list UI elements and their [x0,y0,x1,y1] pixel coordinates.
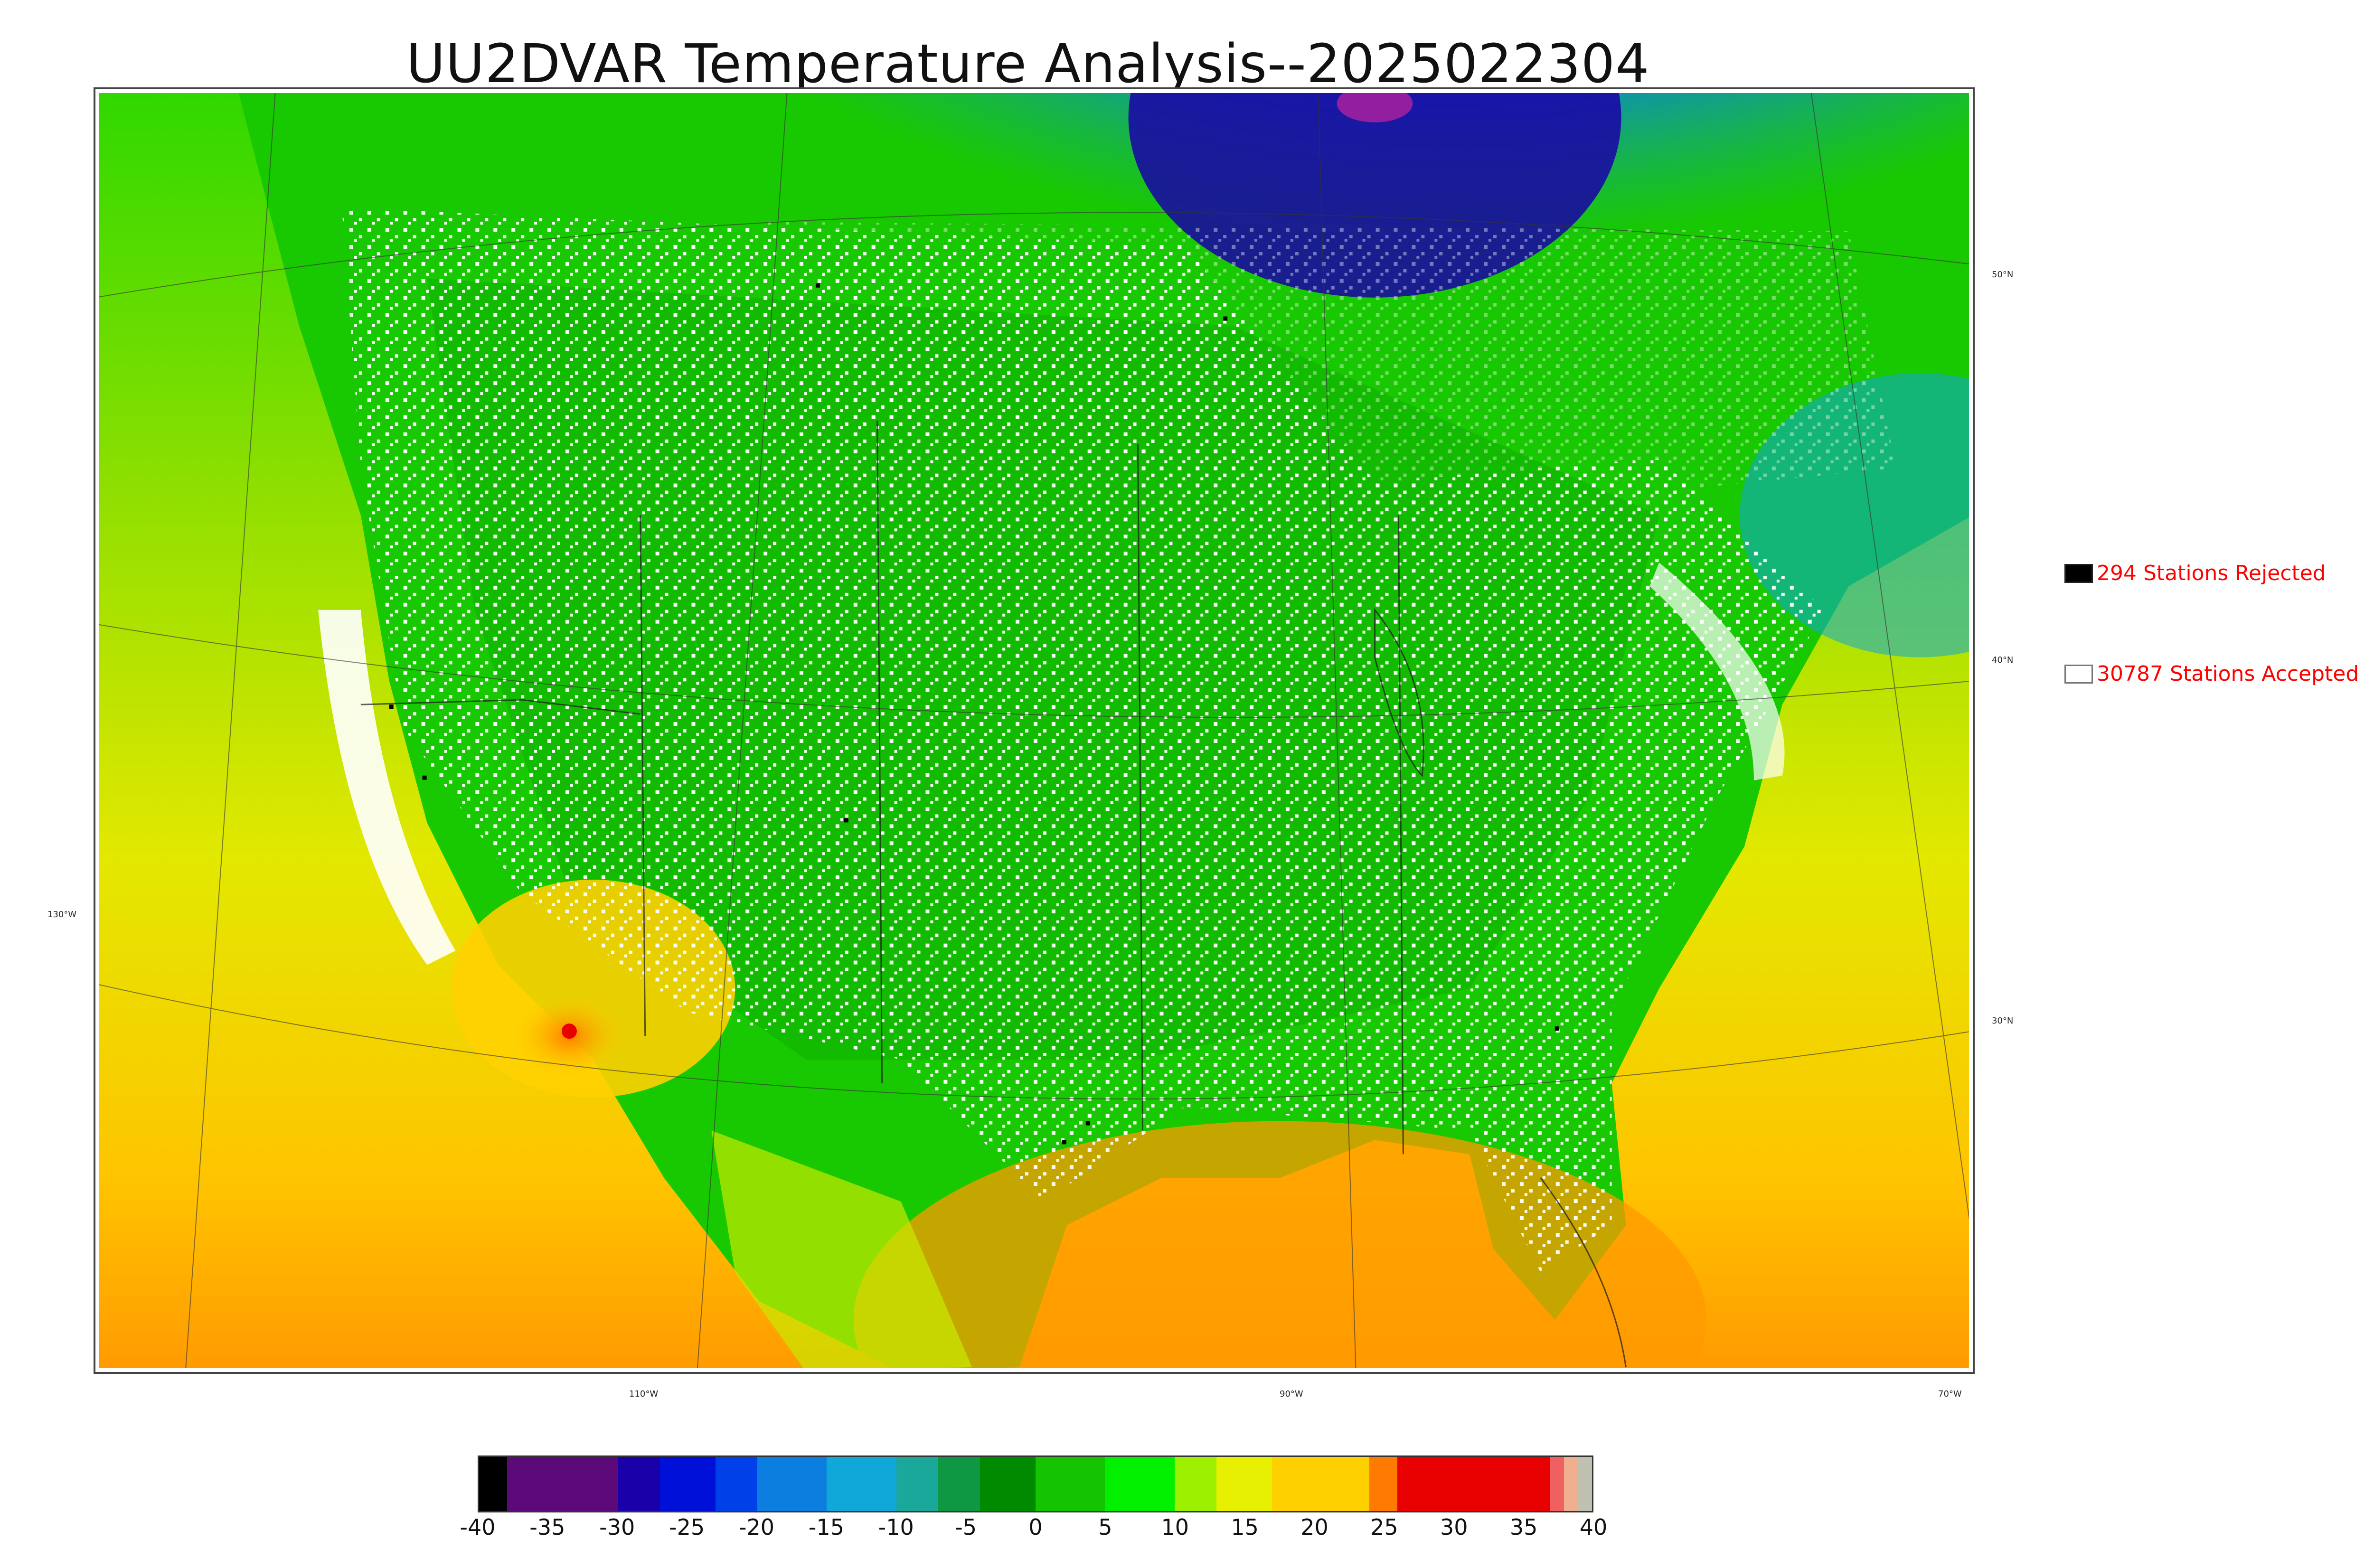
colorbar-segment-3 [659,1457,716,1511]
legend-accepted-swatch [2064,664,2093,684]
colorbar-segment-13 [1216,1457,1272,1511]
colorbar-segment-1 [507,1457,618,1511]
colorbar-segment-8 [938,1457,980,1511]
colorbar-tick-label: -30 [599,1514,635,1540]
colorbar-segment-0 [479,1457,507,1511]
lon-label-130w: 130°W [47,910,77,920]
colorbar-tick-label: -20 [738,1514,775,1540]
colorbar-segment-19 [1578,1457,1592,1511]
colorbar-segment-15 [1369,1457,1397,1511]
page-title: UU2DVAR Temperature Analysis--2025022304 [406,33,1650,95]
colorbar-segment-18 [1564,1457,1578,1511]
lon-label-110w: 110°W [629,1389,659,1399]
colorbar-segment-12 [1174,1457,1216,1511]
colorbar-segment-9 [980,1457,1036,1511]
colorbar-tick-label: -15 [808,1514,844,1540]
colorbar-tick-label: -40 [460,1514,496,1540]
legend-accepted: 30787 Stations Accepted [2064,662,2359,686]
legend-rejected: 294 Stations Rejected [2064,561,2326,585]
colorbar-segment-6 [827,1457,896,1511]
colorbar-tick-label: 20 [1300,1514,1328,1540]
legend-rejected-swatch [2064,563,2093,583]
temperature-colorbar [478,1455,1593,1512]
lat-label-30n: 30°N [1992,1016,2014,1026]
colorbar-segment-14 [1272,1457,1370,1511]
colorbar-segment-5 [757,1457,827,1511]
temperature-map[interactable] [94,87,1975,1374]
lon-label-70w: 70°W [1938,1389,1962,1399]
colorbar-segment-4 [716,1457,757,1511]
colorbar-tick-label: 0 [1028,1514,1043,1540]
colorbar-segment-7 [896,1457,938,1511]
colorbar-tick-label: -5 [955,1514,977,1540]
colorbar-tick-label: -25 [669,1514,705,1540]
lat-label-40n: 40°N [1992,655,2014,665]
colorbar-tick-label: -35 [529,1514,565,1540]
map-canvas [99,93,1969,1369]
colorbar-tick-label: 15 [1231,1514,1259,1540]
colorbar-segment-2 [618,1457,660,1511]
colorbar-tick-label: 40 [1579,1514,1608,1540]
colorbar-segment-16 [1397,1457,1550,1511]
colorbar-tick-label: 30 [1440,1514,1468,1540]
colorbar-tick-label: 25 [1370,1514,1398,1540]
lon-label-90w: 90°W [1280,1389,1303,1399]
colorbar-segment-10 [1035,1457,1105,1511]
colorbar-tick-label: 35 [1509,1514,1538,1540]
colorbar-tick-label: 10 [1161,1514,1189,1540]
lat-label-50n: 50°N [1992,270,2014,280]
colorbar-segment-17 [1550,1457,1564,1511]
colorbar-segment-11 [1105,1457,1175,1511]
legend-rejected-label: 294 Stations Rejected [2097,561,2326,585]
colorbar-tick-label: -10 [878,1514,914,1540]
colorbar-tick-label: 5 [1098,1514,1112,1540]
legend-accepted-label: 30787 Stations Accepted [2097,662,2359,686]
